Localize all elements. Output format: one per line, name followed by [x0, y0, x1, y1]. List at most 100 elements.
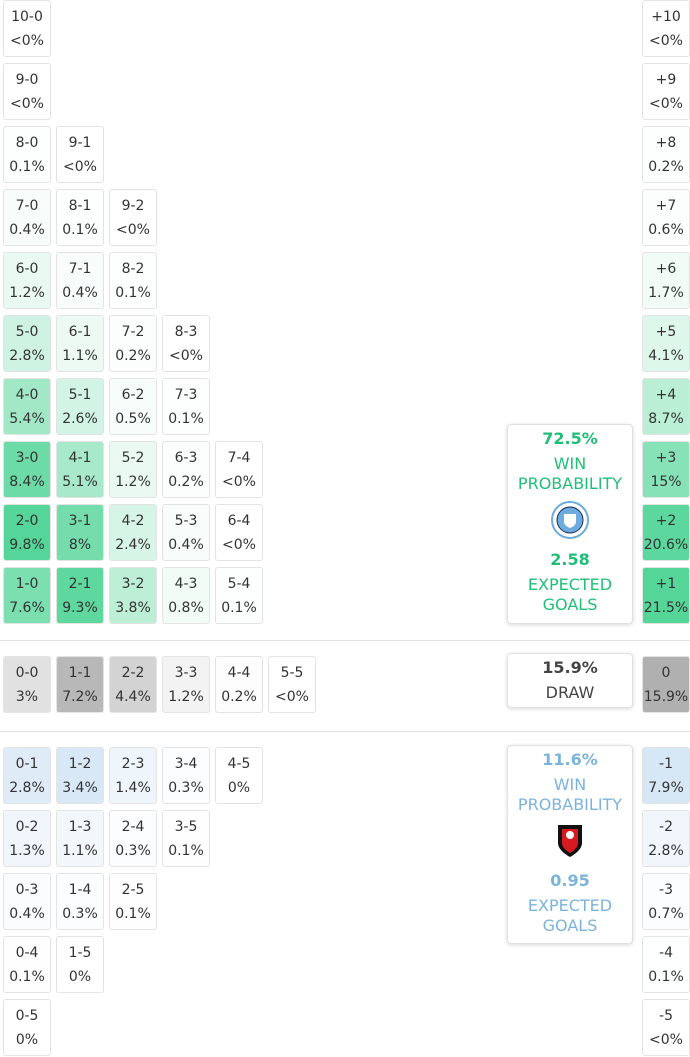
probability: 0.6%: [648, 222, 684, 238]
score-label: 7-1: [68, 261, 92, 277]
score-label: 0: [661, 665, 671, 681]
probability: 0.1%: [115, 285, 151, 301]
probability: <0%: [63, 159, 97, 175]
score-label: 7-0: [15, 198, 39, 214]
score-label: -4: [659, 945, 673, 961]
probability: 15%: [650, 474, 682, 490]
probability: 5.4%: [9, 411, 45, 427]
score-cell: 5-3 0.4%: [162, 504, 210, 561]
draw-card: 15.9% DRAW: [507, 653, 633, 708]
score-cell: 7-2 0.2%: [109, 315, 157, 372]
probability: <0%: [222, 537, 256, 553]
probability: 0.1%: [115, 906, 151, 922]
draw-pct: 15.9%: [542, 658, 598, 677]
score-cell: 3-0 8.4%: [3, 441, 51, 498]
win-pct: 11.6%: [542, 750, 598, 769]
probability: 0.4%: [62, 285, 98, 301]
score-cell: 6-4 <0%: [215, 504, 263, 561]
away-card: 11.6% WIN PROBABILITY 0.95 EXPECTED GOAL…: [507, 745, 633, 944]
probability: <0%: [10, 33, 44, 49]
probability: <0%: [169, 348, 203, 364]
score-label: 6-2: [121, 387, 145, 403]
score-cell: 2-1 9.3%: [56, 567, 104, 624]
probability: 1.1%: [62, 843, 98, 859]
score-cell: 6-3 0.2%: [162, 441, 210, 498]
score-cell: 3-1 8%: [56, 504, 104, 561]
score-cell: 9-0 <0%: [3, 63, 51, 120]
score-label: 5-4: [227, 576, 251, 592]
score-cell: 2-0 9.8%: [3, 504, 51, 561]
score-cell: 5-0 2.8%: [3, 315, 51, 372]
score-label: 4-5: [227, 756, 251, 772]
score-cell: 6-1 1.1%: [56, 315, 104, 372]
score-cell: 2-3 1.4%: [109, 747, 157, 804]
probability: 9.3%: [62, 600, 98, 616]
score-label: 7-3: [174, 387, 198, 403]
score-label: 6-0: [15, 261, 39, 277]
score-label: 0-5: [15, 1008, 39, 1024]
probability: 1.2%: [168, 689, 204, 705]
score-label: +2: [655, 513, 677, 529]
score-label: +7: [655, 198, 677, 214]
score-cell: 0-1 2.8%: [3, 747, 51, 804]
score-label: 4-2: [121, 513, 145, 529]
score-label: 3-4: [174, 756, 198, 772]
score-cell: 2-4 0.3%: [109, 810, 157, 867]
probability: 0.3%: [115, 843, 151, 859]
score-label: 8-1: [68, 198, 92, 214]
score-label: 6-3: [174, 450, 198, 466]
probability: 0.1%: [62, 222, 98, 238]
probability: 0.1%: [168, 411, 204, 427]
score-label: 9-1: [68, 135, 92, 151]
score-label: 1-5: [68, 945, 92, 961]
probability: 1.7%: [648, 285, 684, 301]
probability: 3%: [15, 689, 39, 705]
probability: 0.3%: [62, 906, 98, 922]
score-label: 2-3: [121, 756, 145, 772]
score-label: 1-0: [15, 576, 39, 592]
score-cell: 5-4 0.1%: [215, 567, 263, 624]
score-label: 1-2: [68, 756, 92, 772]
score-cell: +6 1.7%: [642, 252, 690, 309]
probability: 0.1%: [648, 969, 684, 985]
probability: 0%: [227, 780, 251, 796]
xg-value: 0.95: [550, 871, 590, 890]
score-cell: 9-2 <0%: [109, 189, 157, 246]
win-label: WIN PROBABILITY: [517, 454, 623, 493]
score-cell: 0-0 3%: [3, 656, 51, 713]
score-cell: 10-0 <0%: [3, 0, 51, 57]
probability: 0.1%: [9, 969, 45, 985]
probability: 8.7%: [648, 411, 684, 427]
probability: 0%: [15, 1032, 39, 1048]
score-label: 5-0: [15, 324, 39, 340]
score-cell: 0-3 0.4%: [3, 873, 51, 930]
score-cell: 7-3 0.1%: [162, 378, 210, 435]
probability: <0%: [222, 474, 256, 490]
score-label: 3-5: [174, 819, 198, 835]
score-cell: +2 20.6%: [642, 504, 690, 561]
score-label: 1-3: [68, 819, 92, 835]
score-label: +6: [655, 261, 677, 277]
score-label: +9: [655, 72, 677, 88]
home-card: 72.5% WIN PROBABILITY 2.58 EXPECTED GOAL…: [507, 424, 633, 624]
score-label: 8-3: [174, 324, 198, 340]
probability: 0.8%: [168, 600, 204, 616]
probability: 0.7%: [648, 906, 684, 922]
probability: 0.2%: [168, 474, 204, 490]
score-cell: 7-4 <0%: [215, 441, 263, 498]
score-cell: 4-2 2.4%: [109, 504, 157, 561]
probability: 5.1%: [62, 474, 98, 490]
probability: <0%: [275, 689, 309, 705]
score-label: +10: [651, 9, 681, 25]
probability: 2.6%: [62, 411, 98, 427]
score-cell: 4-5 0%: [215, 747, 263, 804]
score-label: -2: [659, 819, 673, 835]
score-cell: 6-2 0.5%: [109, 378, 157, 435]
score-label: 8-2: [121, 261, 145, 277]
score-cell: +4 8.7%: [642, 378, 690, 435]
probability: 9.8%: [9, 537, 45, 553]
score-label: 0-3: [15, 882, 39, 898]
probability: <0%: [649, 96, 683, 112]
score-cell: 1-5 0%: [56, 936, 104, 993]
score-cell: 8-0 0.1%: [3, 126, 51, 183]
